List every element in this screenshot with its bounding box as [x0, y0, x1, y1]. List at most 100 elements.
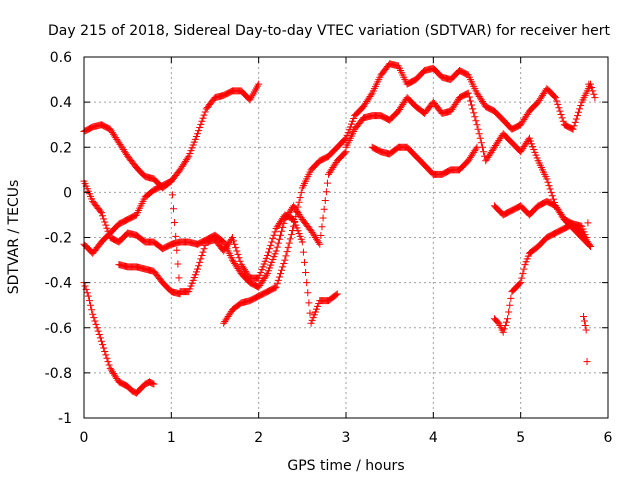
data-point — [268, 238, 276, 246]
data-point — [272, 247, 280, 255]
data-point — [96, 334, 104, 342]
data-point — [194, 265, 202, 273]
data-point — [588, 83, 596, 91]
data-point — [548, 192, 556, 200]
data-point — [267, 241, 275, 249]
data-point — [279, 263, 287, 271]
data-point — [551, 92, 559, 100]
data-point — [545, 182, 553, 190]
data-point — [87, 301, 95, 309]
data-point — [266, 245, 274, 253]
data-point — [273, 280, 281, 288]
x-tick-label: 6 — [604, 430, 613, 446]
data-point — [519, 270, 527, 278]
data-point — [469, 105, 477, 113]
data-point — [280, 259, 288, 267]
data-point — [316, 240, 324, 248]
x-axis-label: GPS time / hours — [287, 458, 404, 474]
data-point — [317, 232, 325, 240]
data-point — [168, 191, 176, 199]
data-point — [95, 331, 103, 339]
data-point — [272, 283, 280, 291]
data-point — [367, 91, 375, 99]
data-point — [271, 228, 279, 236]
data-point — [232, 244, 240, 252]
data-point — [274, 239, 282, 247]
data-point — [102, 221, 110, 229]
data-point — [233, 247, 241, 255]
data-point — [281, 256, 289, 264]
data-point — [315, 239, 323, 247]
data-point — [84, 292, 92, 300]
series-5 — [115, 261, 184, 298]
data-point — [198, 252, 206, 260]
data-point — [303, 279, 311, 287]
data-point — [557, 111, 565, 119]
data-point — [575, 108, 583, 116]
data-point — [306, 309, 314, 317]
x-tick-label: 4 — [429, 430, 438, 446]
data-point — [547, 188, 555, 196]
data-point — [558, 114, 566, 122]
data-point — [507, 294, 515, 302]
data-point — [97, 337, 105, 345]
data-point — [105, 361, 113, 369]
data-point — [468, 101, 476, 109]
data-point — [81, 282, 89, 290]
y-tick-label: -0.4 — [45, 276, 72, 292]
data-point — [97, 209, 105, 217]
marks-layer — [80, 60, 599, 397]
data-point — [194, 130, 202, 138]
data-point — [499, 328, 507, 336]
data-point — [321, 197, 329, 205]
data-point — [277, 231, 284, 239]
data-point — [322, 188, 330, 196]
data-point — [262, 271, 270, 279]
data-point — [277, 270, 284, 278]
data-point — [466, 97, 474, 105]
data-point — [583, 358, 591, 366]
data-point — [297, 189, 305, 197]
data-point — [573, 112, 581, 120]
data-point — [90, 314, 98, 322]
x-tick-label: 3 — [342, 430, 351, 446]
data-point — [234, 250, 242, 258]
data-point — [475, 130, 483, 138]
data-point — [271, 284, 279, 292]
chart-title: Day 215 of 2018, Sidereal Day-to-day VTE… — [48, 23, 610, 39]
data-point — [94, 327, 102, 335]
data-point — [200, 111, 208, 119]
data-point — [580, 312, 588, 320]
data-point — [298, 238, 306, 246]
ticks-layer: 0 1 2 3 4 5 6 -1 -0.8 -0.6 -0.4 -0.2 0 0.2 0.4 0.6 — [45, 50, 613, 446]
data-point — [520, 265, 528, 273]
data-point — [473, 143, 481, 151]
data-point — [472, 117, 480, 125]
series-8 — [368, 143, 481, 178]
data-point — [285, 239, 293, 247]
data-point — [506, 301, 514, 309]
data-point — [278, 227, 286, 235]
data-point — [101, 347, 109, 355]
data-point — [231, 240, 239, 248]
data-point — [465, 93, 473, 101]
data-point — [341, 135, 349, 143]
data-point — [274, 276, 282, 284]
data-point — [279, 223, 287, 231]
data-point — [103, 354, 111, 362]
data-point — [104, 358, 112, 366]
data-point — [299, 248, 307, 256]
data-point — [150, 380, 158, 388]
data-point — [273, 243, 281, 251]
data-point — [332, 291, 340, 299]
data-point — [543, 175, 551, 183]
data-point — [318, 223, 326, 231]
data-point — [500, 325, 508, 333]
data-point — [101, 218, 109, 226]
series-4 — [80, 279, 158, 397]
data-point — [199, 248, 207, 256]
data-point — [577, 102, 585, 110]
data-point — [166, 178, 174, 186]
data-point — [504, 315, 512, 323]
data-point — [197, 120, 205, 128]
